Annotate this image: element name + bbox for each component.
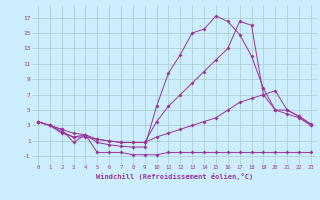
X-axis label: Windchill (Refroidissement éolien,°C): Windchill (Refroidissement éolien,°C) [96,173,253,180]
